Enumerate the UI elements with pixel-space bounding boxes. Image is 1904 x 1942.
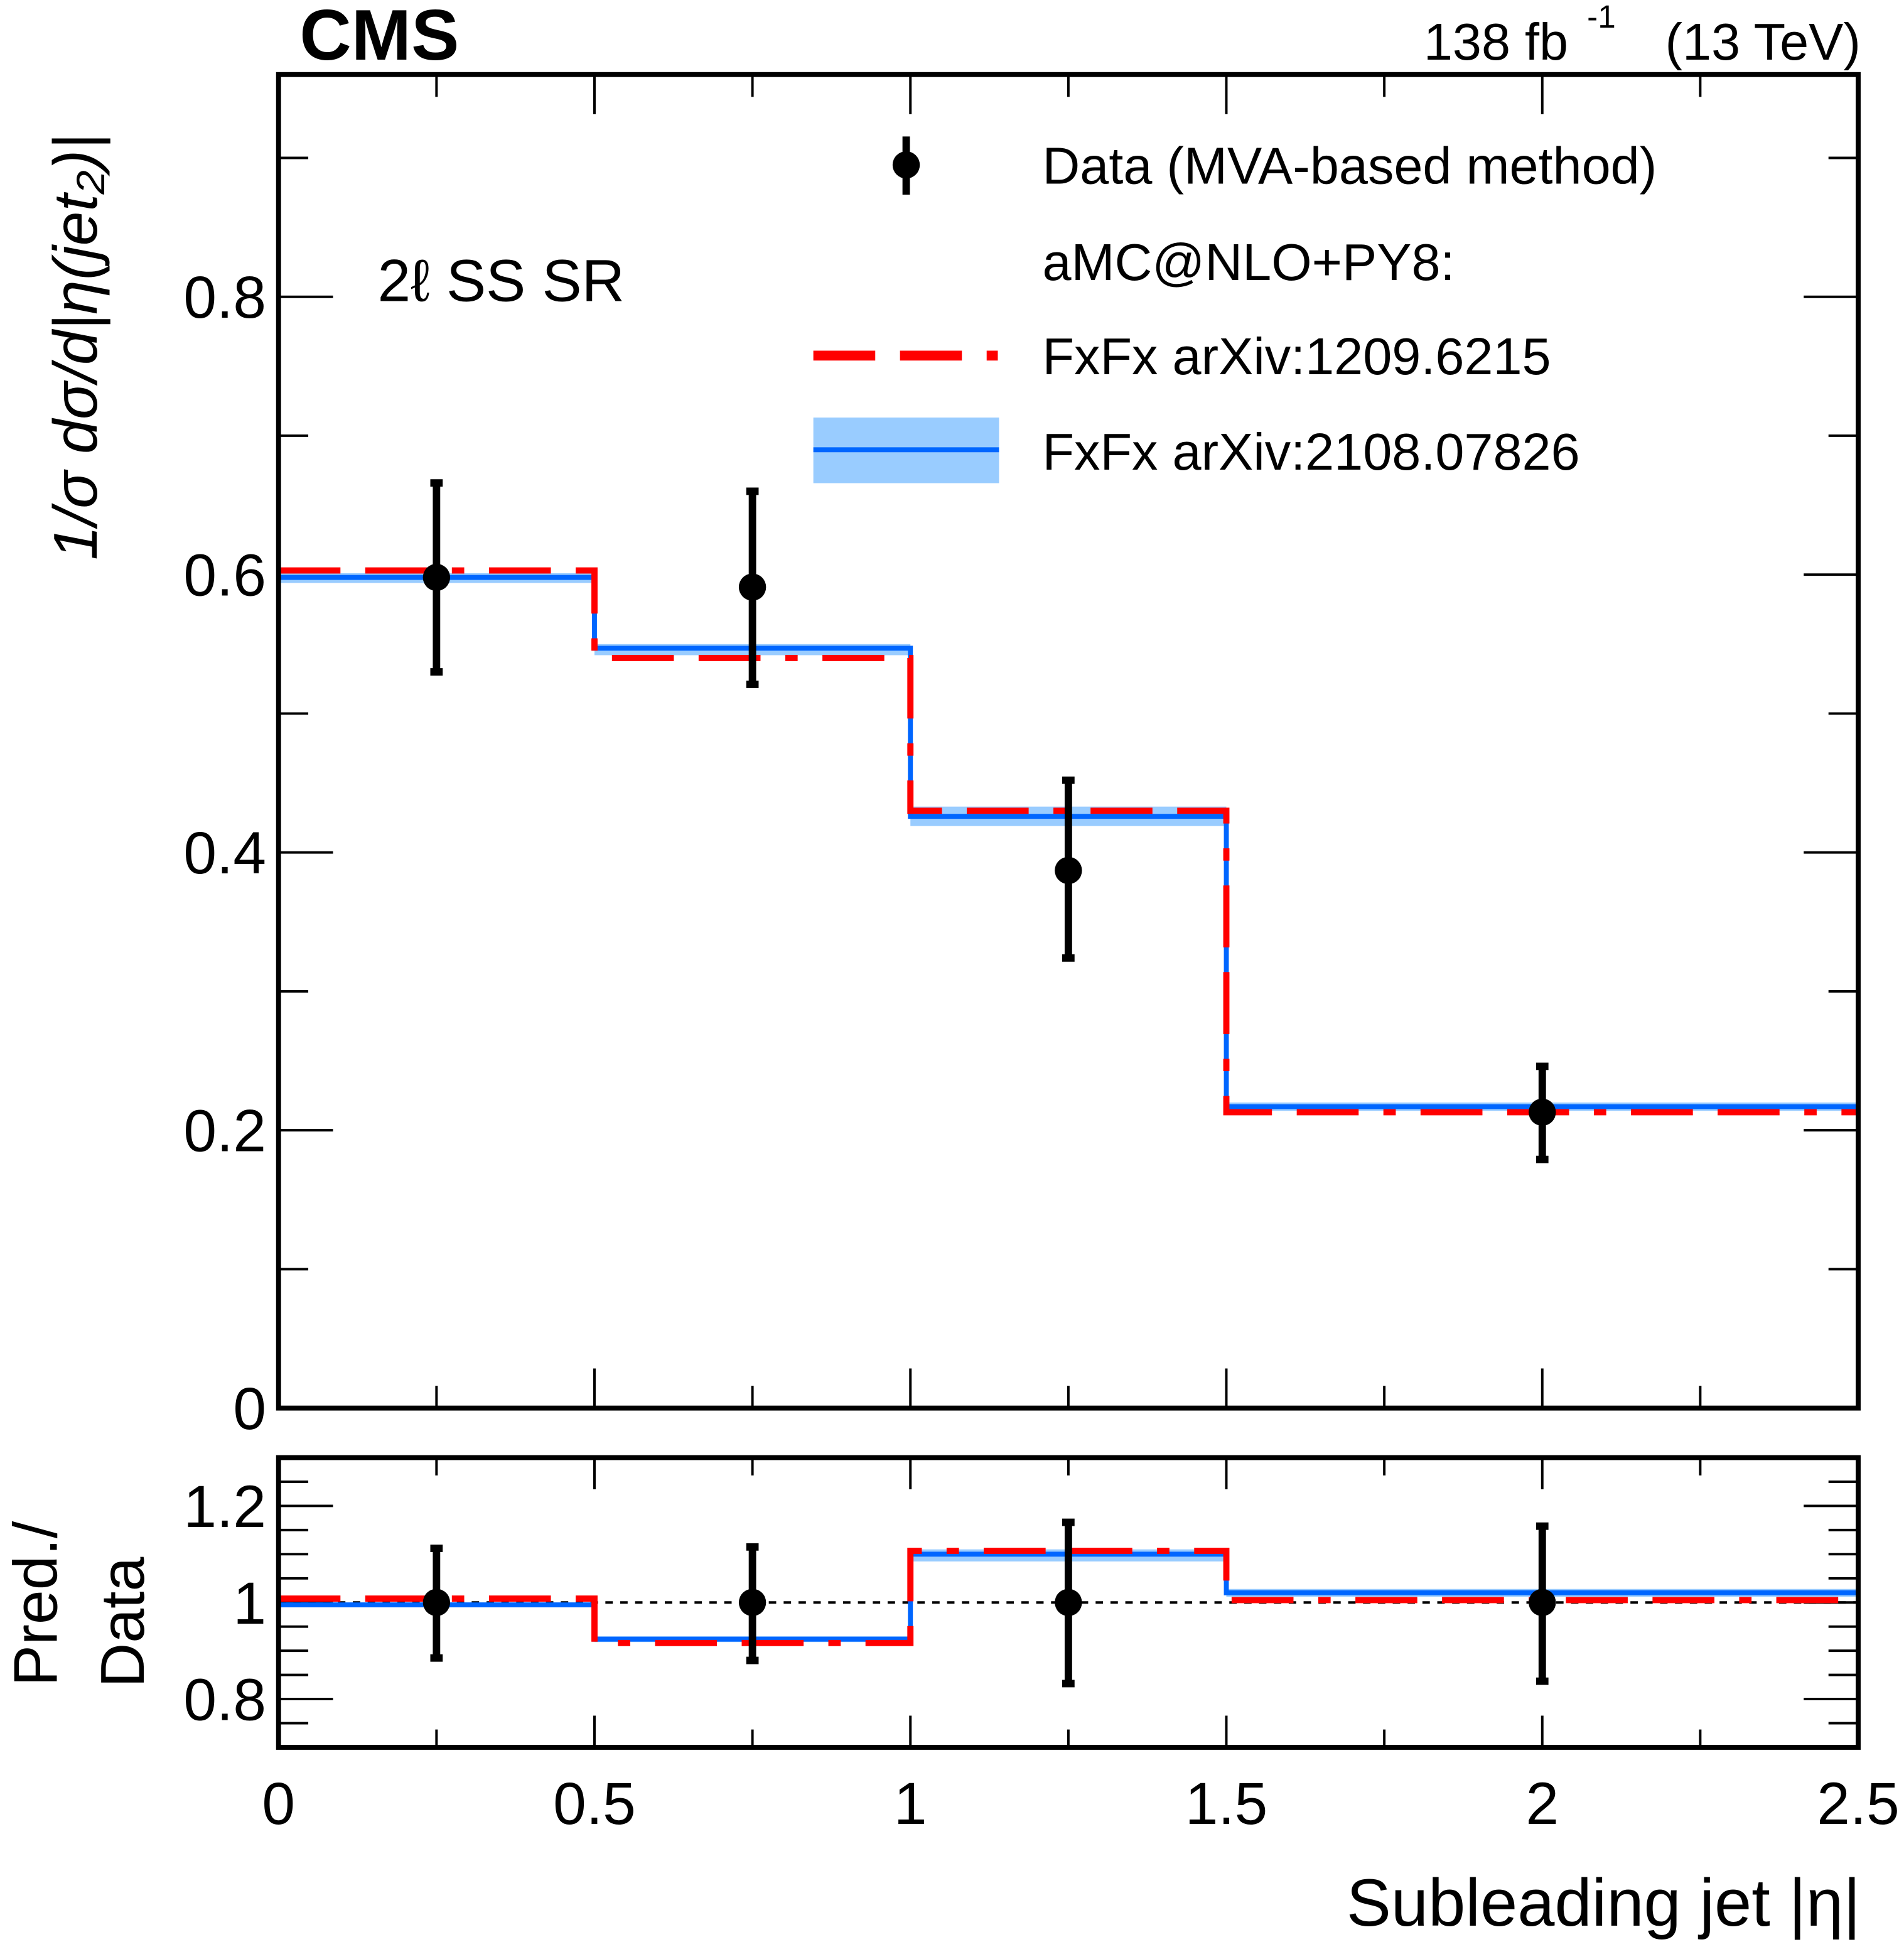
data-point [422,563,451,591]
energy-label: (13 TeV) [1665,13,1860,71]
data-point [738,1589,766,1616]
y-tick-label: 1.2 [183,1474,266,1540]
x-tick-label: 2 [1525,1771,1559,1837]
x-tick-label: 0 [262,1771,295,1837]
data-point [1055,856,1082,885]
legend: Data (MVA-based method) aMC@NLO+PY8: FxF… [813,136,1657,483]
ratio-y-label-line2: Data [88,1556,157,1687]
lumi-label: 138 fb [1424,13,1568,71]
y-tick-label: 0.2 [183,1098,266,1165]
x-tick-label: 0.5 [553,1771,636,1837]
x-tick-label: 1.5 [1185,1771,1268,1837]
lumi-superscript: -1 [1587,0,1616,35]
y-tick-label: 0.8 [183,1667,266,1734]
y-tick-label: 1 [233,1570,266,1637]
y-tick-label: 0.4 [183,820,266,887]
data-point [738,573,766,601]
y-tick-label: 0.8 [183,264,266,331]
main-panel: 0 0.2 0.4 0.6 0.8 [183,72,1861,1442]
legend-data-label: Data (MVA-based method) [1042,136,1657,195]
legend-data-marker [892,151,920,179]
legend-header: aMC@NLO+PY8: [1042,233,1455,291]
ratio-panel: 0.8 1 1.2 0 0.5 1 1.5 2 2.5 [183,1455,1900,1837]
legend-red-label: FxFx arXiv:1209.6215 [1042,327,1551,386]
y-tick-label: 0 [233,1376,266,1442]
x-tick-label: 2.5 [1817,1771,1900,1837]
data-point [422,1589,451,1616]
red-fxfx-1209-histogram [278,1548,1859,1646]
region-label: 2ℓ SS SR [377,248,625,315]
data-point [1529,1589,1556,1616]
ratio-y-label-line1: Pred./ [1,1521,70,1686]
data-point [1055,1589,1082,1616]
legend-blue-label: FxFx arXiv:2108.07826 [1042,423,1579,481]
x-axis-label: Subleading jet |η| [1347,1865,1861,1940]
panel-frame [276,72,1861,1411]
y-tick-label: 0.6 [183,542,266,609]
data-point [1529,1098,1556,1126]
red-fxfx-1209-histogram [278,567,1859,1116]
y-axis-label: 1/σ dσ/d|η(jet₂)| [41,134,110,560]
cms-label: CMS [299,0,459,75]
panel-frame [276,1455,1861,1750]
x-tick-label: 1 [894,1771,927,1837]
